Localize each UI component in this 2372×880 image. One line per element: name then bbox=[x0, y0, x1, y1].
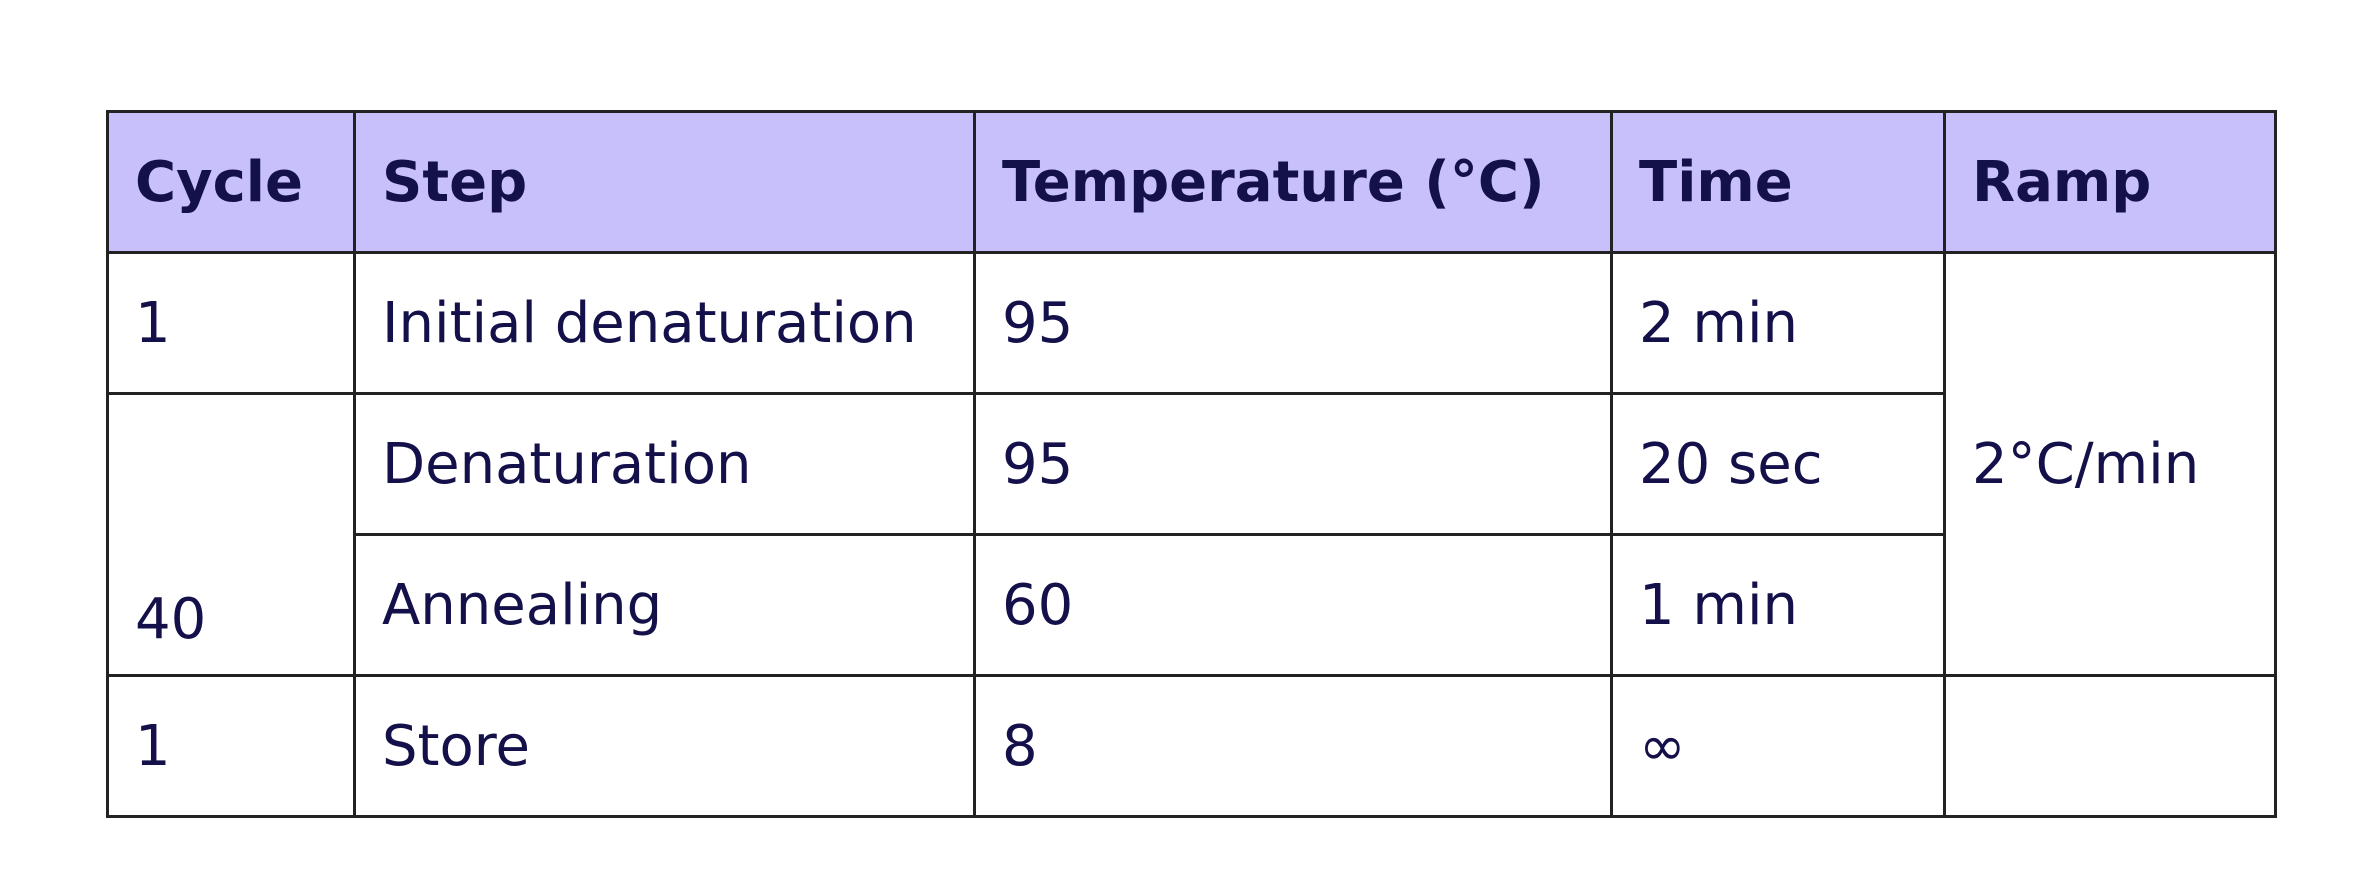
header-cell: Time bbox=[1610, 110, 1946, 254]
header-cell: Ramp bbox=[1943, 110, 2277, 254]
empty-cell bbox=[1943, 674, 2277, 818]
cell: 1 bbox=[106, 674, 356, 818]
header-row: Cycle Step Temperature (°C) Time Ramp bbox=[106, 110, 2277, 254]
header-cell: Step bbox=[353, 110, 976, 254]
cell: 8 bbox=[973, 674, 1613, 818]
cell: 1 bbox=[106, 251, 356, 395]
row: 1 Initial denaturation 95 2 min 2°C/min bbox=[106, 251, 2277, 677]
header-cell: Temperature (°C) bbox=[973, 110, 1613, 254]
header-cell: Cycle bbox=[106, 110, 356, 254]
cell: ∞ bbox=[1610, 674, 1946, 818]
cell: 95 bbox=[973, 392, 1613, 536]
cell: 60 bbox=[973, 533, 1613, 677]
cell: Initial denaturation bbox=[353, 251, 976, 395]
cell: 95 bbox=[973, 251, 1613, 395]
cell: 40 bbox=[106, 392, 356, 677]
row: 1 Store 8 ∞ bbox=[106, 674, 2277, 818]
cell: Store bbox=[353, 674, 976, 818]
cell: 1 min bbox=[1610, 533, 1946, 677]
cell: 20 sec bbox=[1610, 392, 1946, 536]
cell: 2 min bbox=[1610, 251, 1946, 395]
pcr-table: Cycle Step Temperature (°C) Time Ramp 1 … bbox=[106, 110, 2277, 818]
cell: 2°C/min bbox=[1943, 251, 2277, 677]
cell: Annealing bbox=[353, 533, 976, 677]
row: 40 Denaturation 95 20 sec bbox=[106, 392, 2276, 677]
cell: Denaturation bbox=[353, 392, 976, 536]
row: Annealing 60 1 min bbox=[108, 533, 2276, 677]
